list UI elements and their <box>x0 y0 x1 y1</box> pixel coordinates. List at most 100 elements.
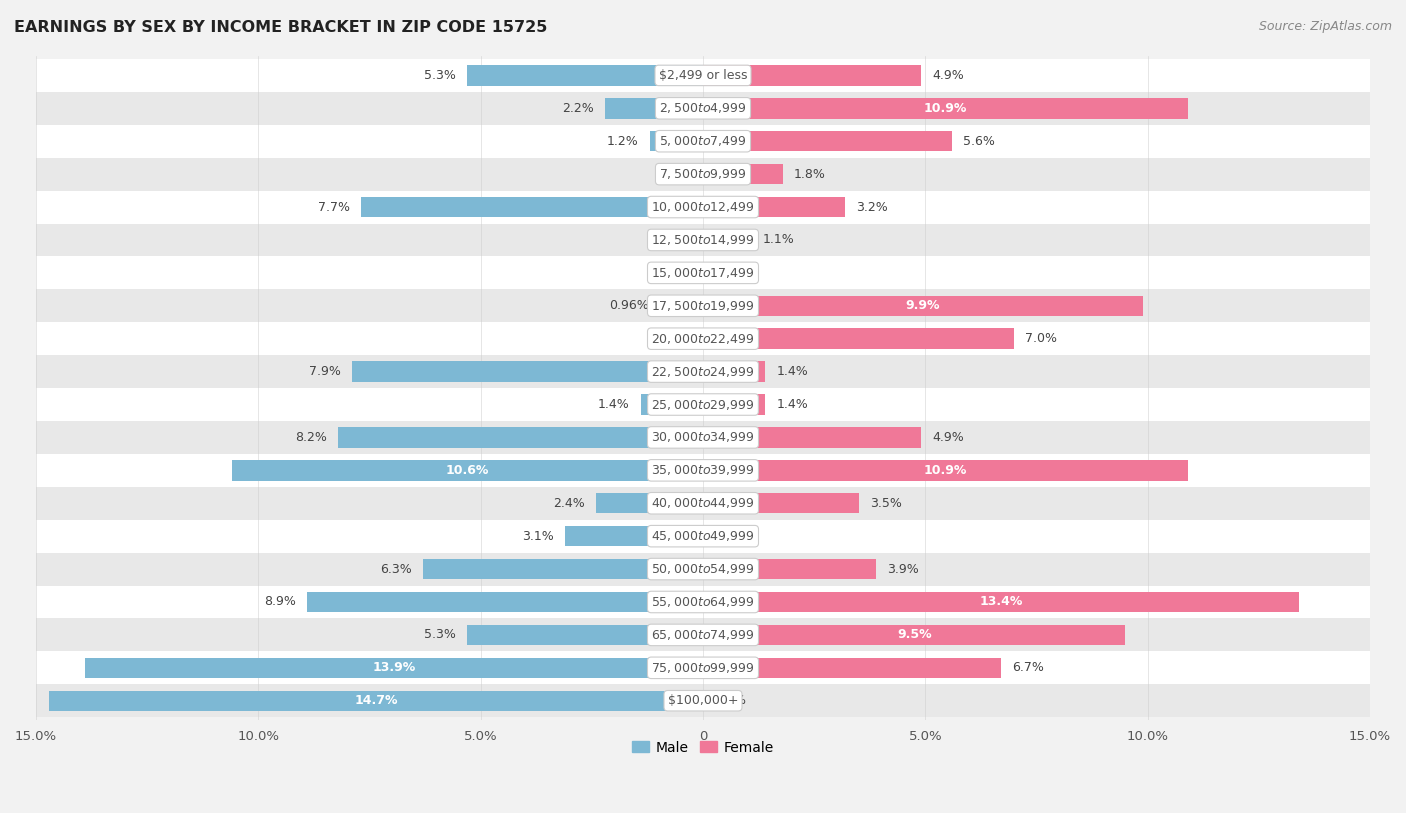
Bar <box>37 322 1369 355</box>
Text: 3.2%: 3.2% <box>856 201 889 214</box>
Legend: Male, Female: Male, Female <box>627 735 779 760</box>
Text: Source: ZipAtlas.com: Source: ZipAtlas.com <box>1258 20 1392 33</box>
Bar <box>352 362 703 382</box>
Bar <box>37 355 1369 388</box>
Bar <box>37 124 1369 158</box>
Text: 1.4%: 1.4% <box>776 398 808 411</box>
Bar <box>339 427 703 448</box>
Text: 3.9%: 3.9% <box>887 563 920 576</box>
Text: 5.3%: 5.3% <box>425 628 456 641</box>
Bar <box>703 427 921 448</box>
Bar <box>661 296 703 316</box>
Bar <box>703 131 952 151</box>
Text: 1.4%: 1.4% <box>776 365 808 378</box>
Bar <box>37 388 1369 421</box>
Text: EARNINGS BY SEX BY INCOME BRACKET IN ZIP CODE 15725: EARNINGS BY SEX BY INCOME BRACKET IN ZIP… <box>14 20 547 35</box>
Bar <box>84 658 703 678</box>
Text: 0.0%: 0.0% <box>659 167 692 180</box>
Text: $12,500 to $14,999: $12,500 to $14,999 <box>651 233 755 247</box>
Text: 4.9%: 4.9% <box>932 69 963 82</box>
Text: 1.2%: 1.2% <box>607 135 638 148</box>
Text: $7,500 to $9,999: $7,500 to $9,999 <box>659 167 747 181</box>
Bar <box>605 98 703 119</box>
Bar <box>37 158 1369 190</box>
Bar <box>37 520 1369 553</box>
Text: $30,000 to $34,999: $30,000 to $34,999 <box>651 430 755 445</box>
Text: 13.9%: 13.9% <box>373 661 416 674</box>
Text: 7.0%: 7.0% <box>1025 333 1057 346</box>
Bar <box>37 487 1369 520</box>
Bar <box>37 454 1369 487</box>
Bar <box>308 592 703 612</box>
Text: $55,000 to $64,999: $55,000 to $64,999 <box>651 595 755 609</box>
Bar <box>467 65 703 85</box>
Bar <box>37 59 1369 92</box>
Text: 8.9%: 8.9% <box>264 595 297 608</box>
Bar <box>650 131 703 151</box>
Bar <box>703 624 1125 645</box>
Text: 6.7%: 6.7% <box>1012 661 1043 674</box>
Text: 9.9%: 9.9% <box>905 299 941 312</box>
Text: 2.2%: 2.2% <box>562 102 595 115</box>
Text: 0.0%: 0.0% <box>659 333 692 346</box>
Bar <box>37 224 1369 256</box>
Text: 4.9%: 4.9% <box>932 431 963 444</box>
Bar <box>37 553 1369 585</box>
Text: $100,000+: $100,000+ <box>668 694 738 707</box>
Text: $17,500 to $19,999: $17,500 to $19,999 <box>651 299 755 313</box>
Bar <box>423 559 703 580</box>
Bar <box>37 619 1369 651</box>
Bar <box>596 493 703 514</box>
Text: 1.1%: 1.1% <box>763 233 794 246</box>
Bar <box>703 362 765 382</box>
Bar <box>703 592 1299 612</box>
Text: $75,000 to $99,999: $75,000 to $99,999 <box>651 661 755 675</box>
Bar <box>37 651 1369 685</box>
Text: 10.9%: 10.9% <box>924 464 967 477</box>
Text: 1.4%: 1.4% <box>598 398 630 411</box>
Bar <box>37 685 1369 717</box>
Bar <box>232 460 703 480</box>
Bar <box>37 92 1369 124</box>
Text: 0.0%: 0.0% <box>714 694 747 707</box>
Bar <box>703 296 1143 316</box>
Text: 10.9%: 10.9% <box>924 102 967 115</box>
Text: $2,500 to $4,999: $2,500 to $4,999 <box>659 102 747 115</box>
Text: $10,000 to $12,499: $10,000 to $12,499 <box>651 200 755 214</box>
Bar <box>37 421 1369 454</box>
Text: 13.4%: 13.4% <box>979 595 1022 608</box>
Text: $25,000 to $29,999: $25,000 to $29,999 <box>651 398 755 411</box>
Text: 10.6%: 10.6% <box>446 464 489 477</box>
Text: 9.5%: 9.5% <box>897 628 932 641</box>
Bar <box>703 394 765 415</box>
Text: 5.3%: 5.3% <box>425 69 456 82</box>
Bar <box>37 289 1369 322</box>
Text: 0.0%: 0.0% <box>659 233 692 246</box>
Text: 0.96%: 0.96% <box>609 299 650 312</box>
Text: 7.7%: 7.7% <box>318 201 350 214</box>
Text: $65,000 to $74,999: $65,000 to $74,999 <box>651 628 755 642</box>
Text: 1.8%: 1.8% <box>794 167 825 180</box>
Text: $15,000 to $17,499: $15,000 to $17,499 <box>651 266 755 280</box>
Text: 14.7%: 14.7% <box>354 694 398 707</box>
Bar <box>703 658 1001 678</box>
Bar <box>641 394 703 415</box>
Bar <box>703 460 1188 480</box>
Text: $50,000 to $54,999: $50,000 to $54,999 <box>651 562 755 576</box>
Text: 5.6%: 5.6% <box>963 135 995 148</box>
Text: 6.3%: 6.3% <box>380 563 412 576</box>
Text: $45,000 to $49,999: $45,000 to $49,999 <box>651 529 755 543</box>
Bar <box>703 559 876 580</box>
Text: 8.2%: 8.2% <box>295 431 328 444</box>
Text: $40,000 to $44,999: $40,000 to $44,999 <box>651 496 755 511</box>
Bar <box>565 526 703 546</box>
Bar <box>49 690 703 711</box>
Bar <box>703 493 859 514</box>
Text: 3.1%: 3.1% <box>522 529 554 542</box>
Bar <box>37 585 1369 619</box>
Bar <box>703 197 845 217</box>
Bar <box>37 190 1369 224</box>
Bar <box>703 65 921 85</box>
Text: 3.5%: 3.5% <box>870 497 901 510</box>
Text: 2.4%: 2.4% <box>554 497 585 510</box>
